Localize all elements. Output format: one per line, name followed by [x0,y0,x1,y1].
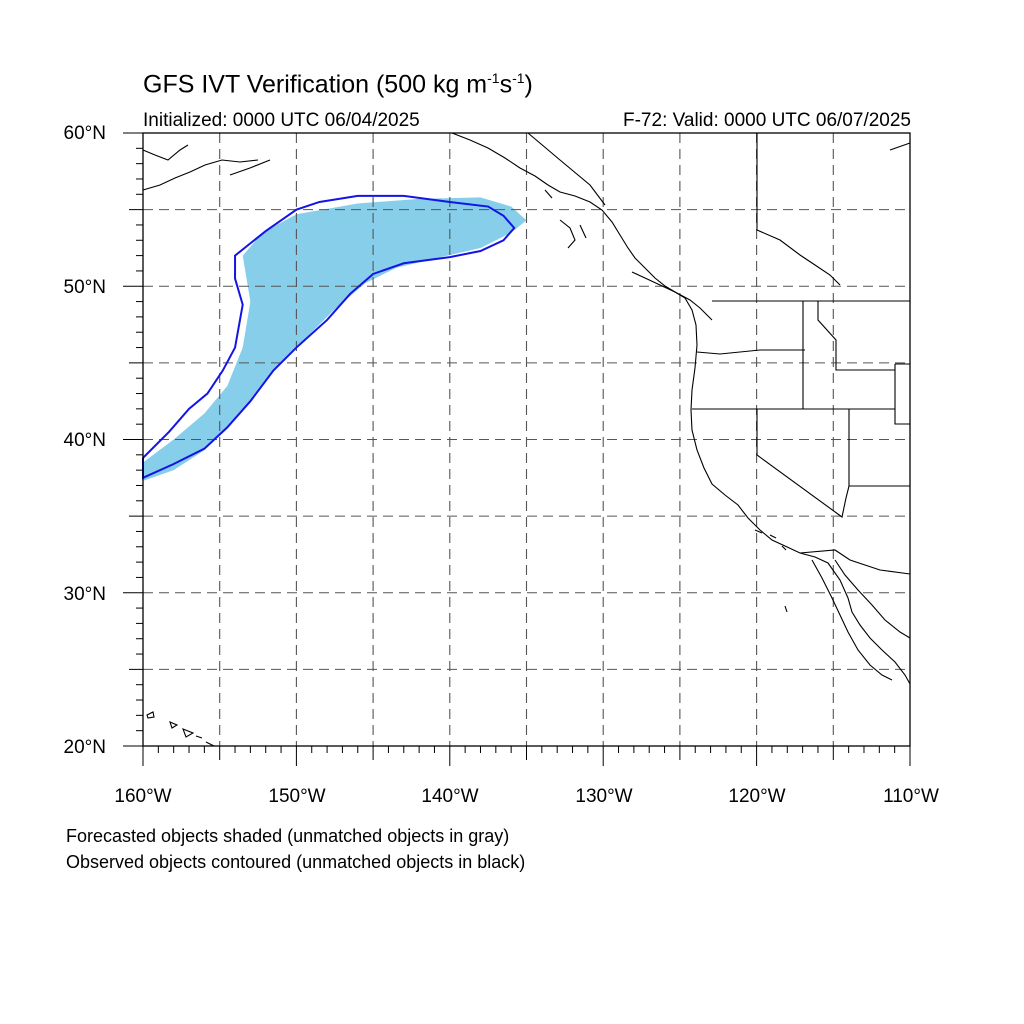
forecast-note: Forecasted objects shaded (unmatched obj… [66,826,510,846]
map-title: GFS IVT Verification (500 kg m-1s-1) [143,70,533,99]
coastline-channel-islands [754,529,788,613]
initialized-label: Initialized: 0000 UTC 06/04/2025 [143,110,420,131]
forecast-object [143,197,527,481]
border-alaska-canada [527,132,606,206]
lat-label-60: 60°N [63,123,106,144]
lon-label-150w: 150°W [268,786,326,807]
coastline-north-america [451,132,911,685]
lon-label-130w: 130°W [575,786,633,807]
lat-label-20: 20°N [63,737,106,758]
border-id [802,301,895,409]
lon-label-110w: 110°W [883,786,939,807]
coastline-gulf-california [834,559,911,639]
border-canada-interior [756,133,911,286]
coastline-islands-alaska [544,189,587,249]
observed-object-contour [142,194,516,480]
lon-label-160w: 160°W [114,786,172,807]
coastline-hawaii [146,711,215,747]
observed-note: Observed objects contoured (unmatched ob… [66,852,526,872]
border-ut-az [849,363,910,487]
forecast-object-layer [143,197,527,481]
lat-label-30: 30°N [63,584,106,605]
lat-label-40: 40°N [63,430,106,451]
axis-ticks [123,132,911,766]
lat-label-50: 50°N [63,277,106,298]
coastline-baja [811,559,893,681]
gridlines [143,133,910,746]
coastline-alaska-gulf [142,144,271,191]
coastlines-and-borders [142,132,911,747]
border-wa-or [696,349,805,355]
lon-label-120w: 120°W [728,786,786,807]
border-us-mexico [799,549,911,575]
border-nv [756,409,850,518]
lon-label-140w: 140°W [421,786,479,807]
coastline-vancouver-island [631,271,713,321]
valid-time-label: F-72: Valid: 0000 UTC 06/07/2025 [623,110,911,131]
observed-object-layer [142,194,516,480]
